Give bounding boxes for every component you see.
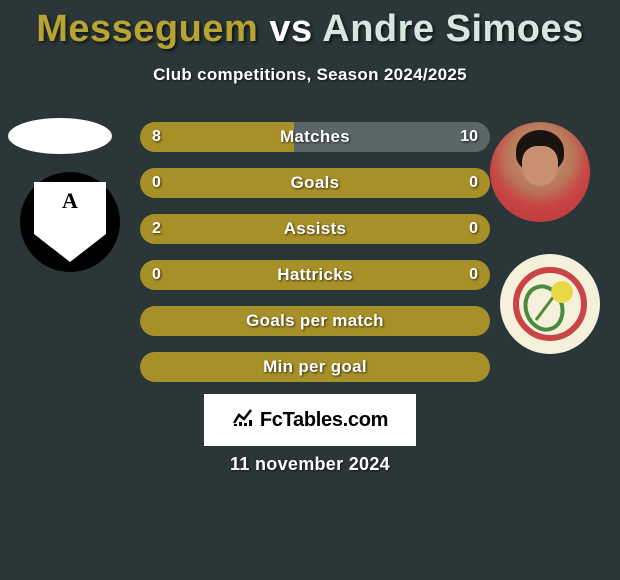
player2-club-crest	[500, 254, 600, 354]
subtitle: Club competitions, Season 2024/2025	[0, 65, 620, 85]
chart-icon	[232, 407, 254, 433]
vs-label: vs	[269, 8, 312, 50]
player1-name: Messeguem	[36, 8, 258, 50]
stat-label: Hattricks	[277, 265, 352, 285]
stat-row: Min per goal	[140, 352, 490, 382]
footer-date: 11 november 2024	[0, 454, 620, 475]
stats-comparison: 8 Matches 10 0 Goals 0 2 Assists 0 0 Hattricks 0 Goa…	[140, 122, 490, 398]
stat-value-left: 0	[152, 266, 161, 284]
stat-label: Min per goal	[263, 357, 367, 377]
stat-value-left: 2	[152, 220, 161, 238]
stat-row: 2 Assists 0	[140, 214, 490, 244]
stat-bar-left	[140, 168, 315, 198]
stat-row: 0 Hattricks 0	[140, 260, 490, 290]
branding-text: FcTables.com	[260, 409, 388, 432]
player1-placeholder-avatar	[8, 118, 112, 154]
stat-row: 8 Matches 10	[140, 122, 490, 152]
stat-bar-right	[315, 168, 490, 198]
player2-avatar	[490, 122, 590, 222]
player2-name: Andre Simoes	[322, 8, 584, 50]
stat-label: Goals	[291, 173, 340, 193]
stat-label: Matches	[280, 127, 350, 147]
stat-value-right: 0	[469, 220, 478, 238]
stat-value-left: 0	[152, 174, 161, 192]
stat-label: Assists	[284, 219, 347, 239]
stat-bar-left	[140, 122, 294, 152]
stat-value-right: 10	[460, 128, 478, 146]
club-crest-icon	[510, 264, 590, 344]
stat-row: Goals per match	[140, 306, 490, 336]
stat-value-right: 0	[469, 266, 478, 284]
stat-label: Goals per match	[246, 311, 384, 331]
stat-row: 0 Goals 0	[140, 168, 490, 198]
stat-value-right: 0	[469, 174, 478, 192]
club-shield-icon: A	[34, 182, 106, 262]
comparison-title: Messeguem vs Andre Simoes	[0, 0, 620, 51]
stat-value-left: 8	[152, 128, 161, 146]
branding-badge[interactable]: FcTables.com	[204, 394, 416, 446]
player1-club-crest: A	[20, 172, 120, 272]
